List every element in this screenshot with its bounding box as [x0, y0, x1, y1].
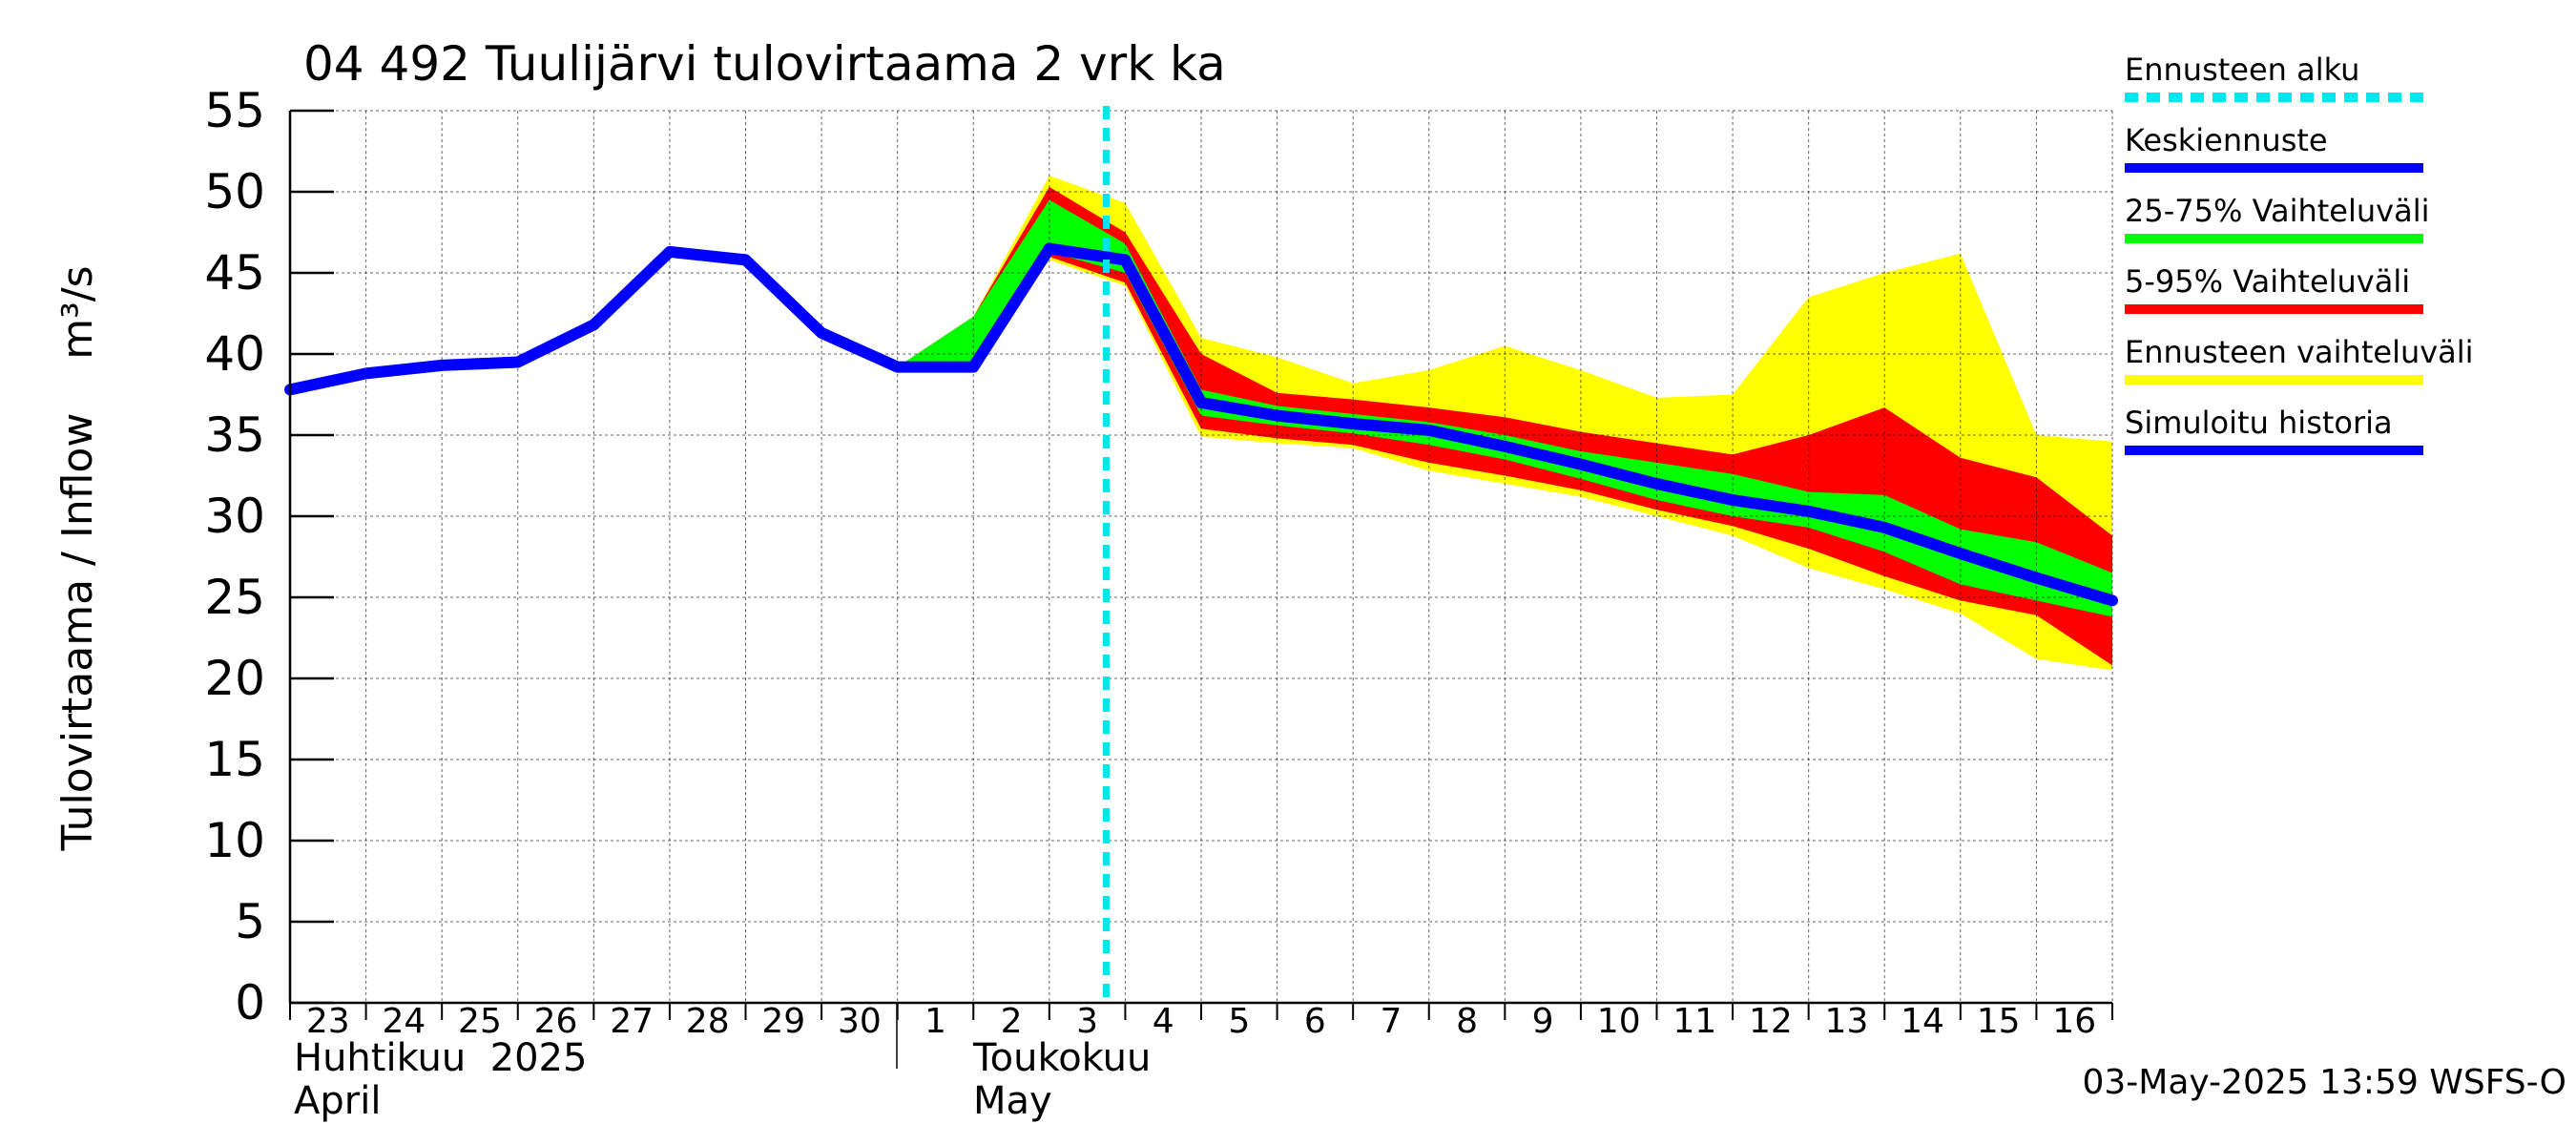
legend-label: 5-95% Vaihteluväli [2125, 263, 2410, 300]
y-tick-label: 50 [204, 164, 265, 219]
x-ticks: 23 24 25 26 27 28 29 30 1 2 3 4 5 6 7 8 9 10 11 12 13 14 15 16 [289, 1002, 2113, 1041]
median-forecast-line [1043, 242, 2118, 607]
x-tick-label: 7 [1381, 1002, 1402, 1041]
x-tick-label: 28 [686, 1002, 730, 1041]
x-tick-label: 15 [1977, 1002, 2021, 1041]
x-tick-label: 27 [610, 1002, 654, 1041]
x-tick-label: 14 [1901, 1002, 1944, 1041]
x-tick-label: 10 [1597, 1002, 1641, 1041]
x-tick-label: 4 [1153, 1002, 1174, 1041]
month-label-april-en: April [294, 1079, 381, 1123]
y-tick-label: 20 [204, 651, 265, 706]
y-tick-label: 0 [235, 975, 265, 1030]
legend: Ennusteen alku Keskiennuste 25-75% Vaihtel… [2125, 52, 2474, 455]
y-tick-label: 30 [204, 489, 265, 544]
series-layer [284, 106, 2118, 1003]
x-tick-label: 12 [1749, 1002, 1793, 1041]
x-tick-label: 1 [924, 1002, 946, 1041]
x-tick-label: 24 [382, 1002, 426, 1041]
y-tick-label: 35 [204, 407, 265, 463]
x-tick-label: 8 [1456, 1002, 1478, 1041]
month-labels: Huhtikuu 2025 April Toukokuu May [294, 1003, 1151, 1123]
x-tick-label: 25 [458, 1002, 502, 1041]
x-tick-label: 30 [838, 1002, 882, 1041]
month-label-april-fi: Huhtikuu 2025 [294, 1036, 587, 1080]
legend-label: 25-75% Vaihteluväli [2125, 193, 2429, 229]
legend-label: Ennusteen vaihteluväli [2125, 334, 2474, 370]
x-tick-label: 23 [306, 1002, 350, 1041]
y-ticks: 0 5 10 15 20 25 30 35 40 45 50 55 [204, 83, 334, 1030]
y-tick-label: 40 [204, 326, 265, 382]
x-tick-label: 9 [1532, 1002, 1554, 1041]
month-label-may-en: May [973, 1079, 1052, 1123]
y-tick-label: 55 [204, 83, 265, 138]
y-tick-label: 15 [204, 732, 265, 787]
legend-label: Ennusteen alku [2125, 52, 2359, 88]
x-tick-label: 2 [1001, 1002, 1023, 1041]
x-tick-label: 3 [1076, 1002, 1098, 1041]
x-tick-label: 29 [761, 1002, 805, 1041]
timestamp: 03-May-2025 13:59 WSFS-O [2082, 1063, 2566, 1102]
x-tick-label: 6 [1304, 1002, 1326, 1041]
y-tick-label: 5 [235, 894, 265, 949]
x-tick-label: 26 [534, 1002, 578, 1041]
legend-label: Keskiennuste [2125, 122, 2328, 158]
legend-label: Simuloitu historia [2125, 405, 2393, 441]
x-tick-label: 13 [1825, 1002, 1869, 1041]
x-tick-label: 11 [1672, 1002, 1716, 1041]
x-tick-label: 5 [1228, 1002, 1250, 1041]
x-tick-label: 16 [2052, 1002, 2096, 1041]
history-line [284, 242, 1055, 396]
month-label-may-fi: Toukokuu [972, 1036, 1151, 1080]
y-tick-label: 45 [204, 245, 265, 301]
y-axis-label: Tulovirtaama / Inflow m³/s [53, 265, 102, 851]
y-tick-label: 25 [204, 570, 265, 625]
y-tick-label: 10 [204, 813, 265, 868]
grid-layer [290, 110, 2113, 1003]
chart-title: 04 492 Tuulijärvi tulovirtaama 2 vrk ka [303, 36, 1226, 92]
